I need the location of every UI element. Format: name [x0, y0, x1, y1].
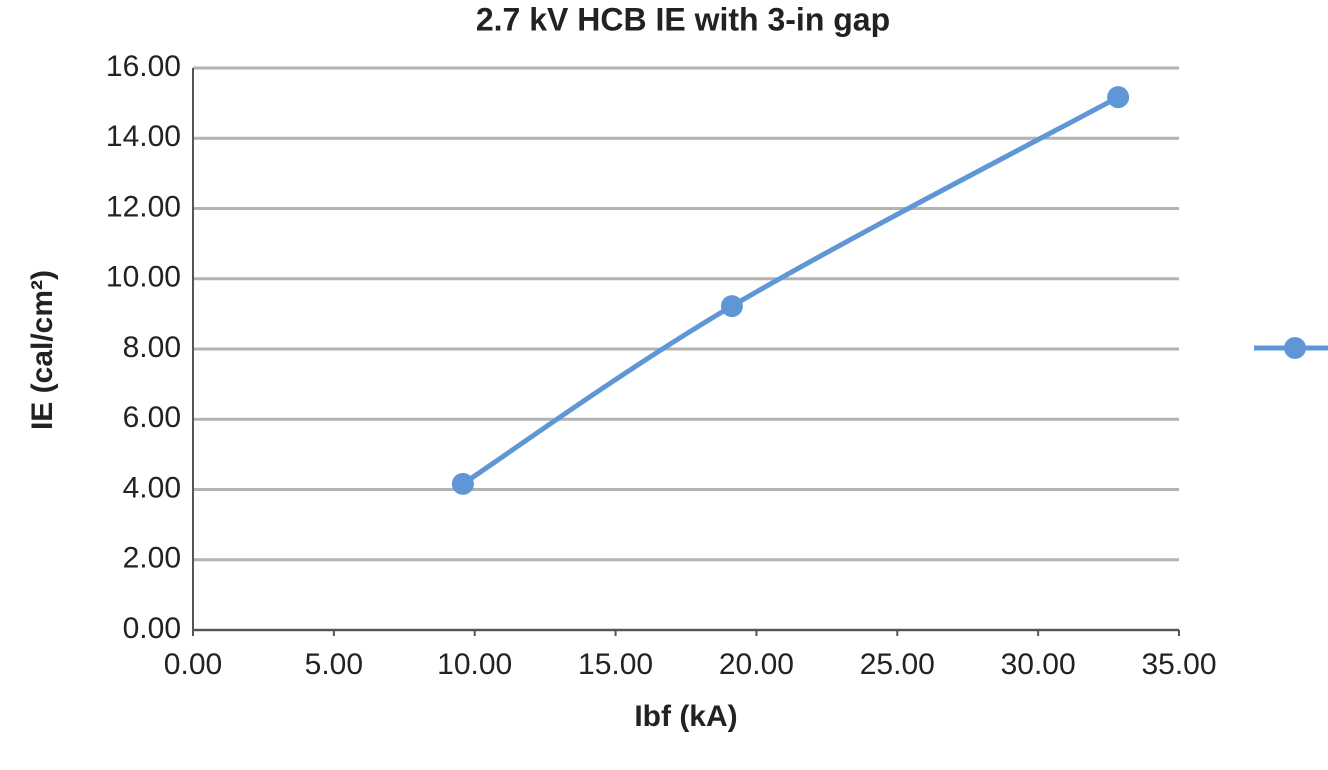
y-tick-label: 10.00 — [106, 261, 181, 294]
y-tick-label: 16.00 — [106, 50, 181, 83]
y-tick-label: 0.00 — [123, 612, 181, 645]
x-tick-label: 20.00 — [719, 648, 794, 681]
y-tick-label: 6.00 — [123, 401, 181, 434]
x-tick-label: 0.00 — [164, 648, 222, 681]
x-tick-label: 10.00 — [437, 648, 512, 681]
y-tick-label: 12.00 — [106, 190, 181, 223]
chart-title: 2.7 kV HCB IE with 3-in gap — [476, 1, 890, 37]
y-tick-label: 4.00 — [123, 471, 181, 504]
data-point — [451, 472, 474, 495]
x-tick-label: 30.00 — [1001, 648, 1076, 681]
legend-marker — [1284, 337, 1306, 359]
x-tick-label: 15.00 — [578, 648, 653, 681]
x-tick-label: 35.00 — [1141, 648, 1216, 681]
x-tick-label: 25.00 — [860, 648, 935, 681]
y-axis-title: IE (cal/cm²) — [26, 270, 59, 430]
x-tick-label: 5.00 — [305, 648, 363, 681]
x-axis-title: Ibf (kA) — [634, 700, 737, 733]
data-point — [1107, 86, 1130, 109]
y-tick-label: 8.00 — [123, 331, 181, 364]
y-tick-label: 2.00 — [123, 542, 181, 575]
y-tick-label: 14.00 — [106, 120, 181, 153]
data-point — [720, 295, 743, 318]
series-line — [461, 94, 1120, 486]
